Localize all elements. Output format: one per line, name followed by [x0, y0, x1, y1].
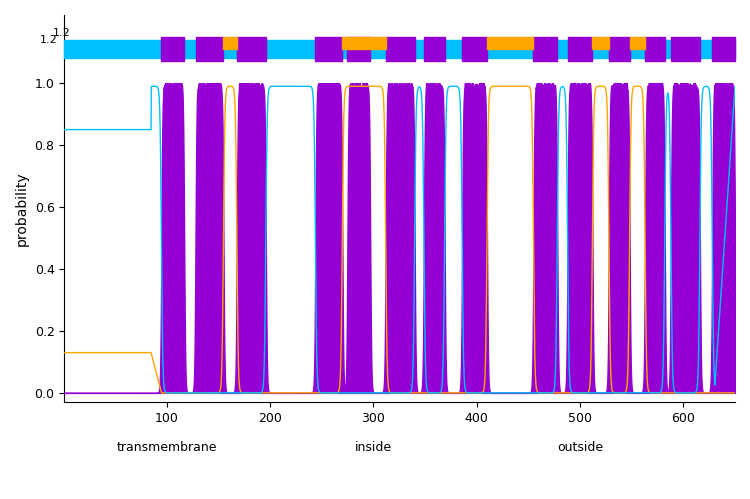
Y-axis label: probability: probability	[15, 171, 29, 246]
Text: 1.2: 1.2	[40, 35, 57, 45]
Text: inside: inside	[355, 441, 392, 454]
Text: outside: outside	[557, 441, 603, 454]
Text: 1.2: 1.2	[53, 28, 71, 38]
Text: transmembrane: transmembrane	[116, 441, 217, 454]
